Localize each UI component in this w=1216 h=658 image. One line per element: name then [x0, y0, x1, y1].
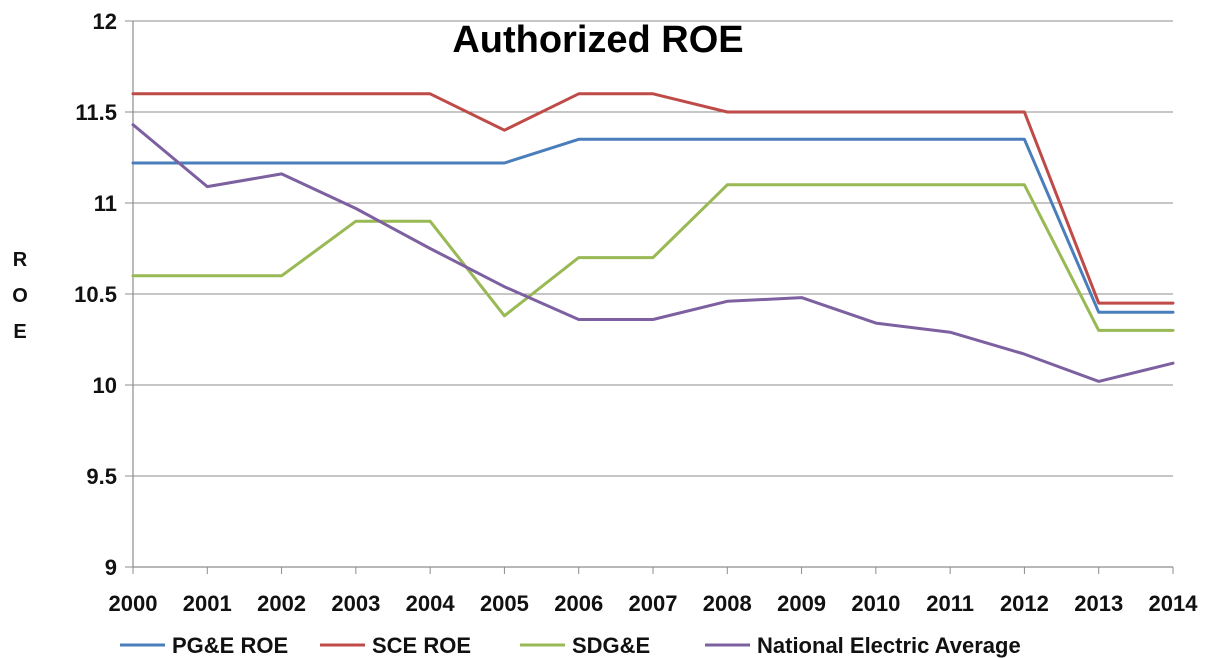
y-tick-label: 9.5 — [86, 464, 117, 489]
x-tick-label: 2009 — [777, 591, 826, 616]
x-tick-label: 2005 — [480, 591, 529, 616]
legend: PG&E ROE SCE ROE SDG&E National Electric Av… — [120, 633, 1021, 658]
x-tick-label: 2008 — [703, 591, 752, 616]
series-lines — [131, 92, 1175, 383]
series-line-1 — [131, 92, 1175, 305]
x-tick-labels: 2000 2001 2002 2003 2004 2005 2006 2007 2008 2009… — [109, 591, 1199, 616]
x-tick-label: 2002 — [257, 591, 306, 616]
x-tick-label: 2014 — [1149, 591, 1199, 616]
y-tick-label: 10.5 — [74, 282, 117, 307]
axes — [125, 20, 1174, 574]
gridlines — [133, 20, 1173, 477]
y-tick-label: 12 — [93, 9, 117, 34]
y-tick-label: 9 — [105, 555, 117, 580]
x-tick-label: 2012 — [1000, 591, 1049, 616]
x-tick-label: 2001 — [183, 591, 232, 616]
legend-label: PG&E ROE — [172, 633, 288, 658]
x-tick-label: 2011 — [926, 591, 974, 616]
x-tick-label: 2007 — [629, 591, 678, 616]
y-tick-label: 11 — [94, 191, 117, 216]
y-tick-label: 11.5 — [75, 100, 117, 125]
series-line-3 — [131, 123, 1175, 383]
y-tick-labels: 9 9.5 10 10.5 11 11.5 12 — [74, 9, 117, 580]
series-line-0 — [131, 137, 1175, 314]
y-tick-label: 10 — [93, 373, 117, 398]
chart-title: Authorized ROE — [452, 19, 743, 61]
series-line-2 — [131, 183, 1175, 332]
x-tick-label: 2003 — [331, 591, 380, 616]
x-tick-label: 2004 — [406, 591, 456, 616]
x-tick-label: 2013 — [1074, 591, 1123, 616]
legend-label: National Electric Average — [757, 633, 1021, 658]
legend-label: SDG&E — [572, 633, 650, 658]
x-tick-label: 2000 — [109, 591, 158, 616]
x-tick-label: 2010 — [851, 591, 900, 616]
x-tick-label: 2006 — [554, 591, 603, 616]
legend-label: SCE ROE — [372, 633, 471, 658]
